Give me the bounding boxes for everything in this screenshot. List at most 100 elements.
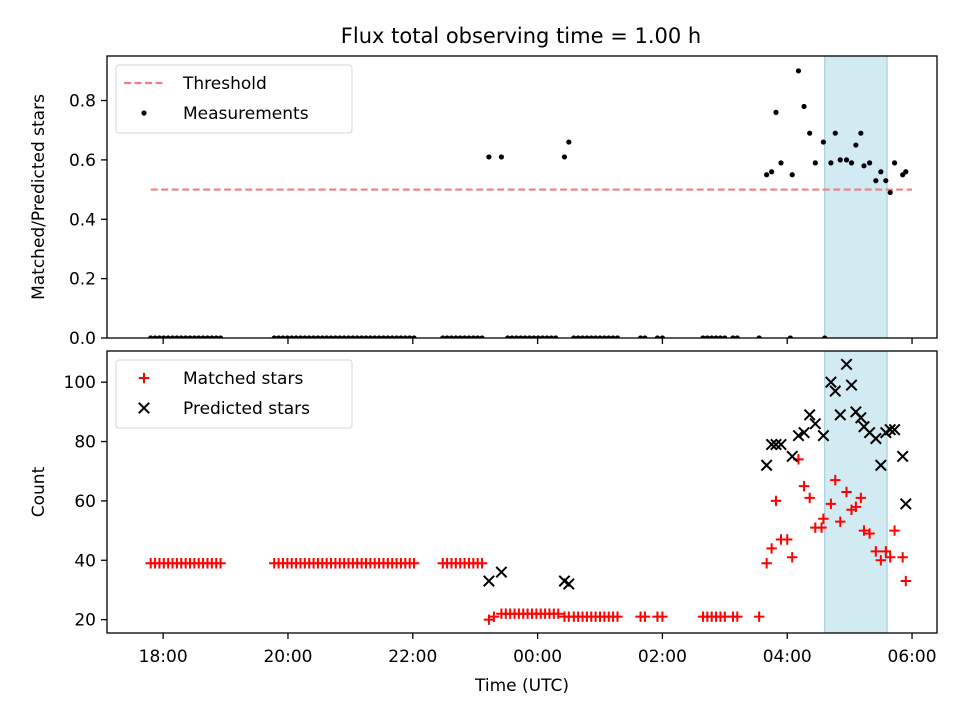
predicted-star-point: [874, 459, 887, 472]
predicted-star-point: [775, 438, 787, 451]
x-tick-label: 20:00: [263, 647, 312, 667]
predicted-star-point: [483, 575, 495, 587]
highlight-band: [824, 56, 888, 338]
x-tick-label: 02:00: [638, 647, 687, 667]
predicted-star-point: [786, 450, 799, 463]
axes-frame: [106, 55, 938, 339]
y-tick-label: 0.0: [69, 329, 96, 349]
matched-star-point: [900, 575, 911, 587]
measurement-point: [498, 154, 505, 160]
y-tick-label: 0.6: [69, 151, 96, 171]
predicted-star-point: [869, 432, 882, 445]
measurement-point: [867, 160, 873, 166]
legend: Threshold Measurements: [115, 64, 353, 134]
matched-star-point: [552, 608, 564, 619]
y-axis-label: Matched/Predicted stars: [29, 94, 49, 300]
measurement-point: [828, 160, 834, 166]
predicted-star-point: [825, 376, 837, 389]
matched-star-point: [870, 546, 882, 557]
matched-star-point: [858, 525, 870, 536]
x-tick-label: 06:00: [888, 647, 937, 667]
measurement-point: [903, 169, 909, 175]
measurement-point: [789, 172, 795, 178]
matched-star-point: [880, 546, 892, 557]
matched-star-point: [639, 611, 651, 622]
legend-matched-swatch: [138, 372, 150, 384]
matched-star-point: [884, 552, 896, 563]
measurement-point: [848, 160, 855, 166]
measurement-point: [764, 172, 770, 178]
matched-star-point: [408, 558, 420, 569]
legend-measurement-swatch: [141, 110, 147, 116]
x-tick-label: 22:00: [388, 647, 437, 667]
top-panel: 0.0 0.2 0.4 0.6 0.8 Matched/Predicted stars Th…: [29, 55, 938, 349]
measurement-point: [561, 154, 568, 160]
legend-label: Threshold: [182, 74, 267, 94]
measurement-point: [883, 178, 889, 184]
matched-star-point: [612, 611, 623, 622]
legend-box: [115, 64, 353, 134]
measurement-point: [853, 142, 859, 148]
y-tick-label: 0.8: [69, 92, 96, 112]
predicted-star-point: [765, 438, 778, 451]
highlight-band: [824, 351, 888, 633]
matched-star-point: [782, 534, 793, 545]
measurement-point: [820, 139, 827, 145]
predicted-star-point: [809, 417, 822, 430]
predicted-star-point: [896, 450, 909, 463]
matched-star-point: [766, 543, 777, 554]
legend-label: Matched stars: [183, 369, 303, 389]
matched-star-point: [761, 558, 772, 569]
matched-star-point: [488, 611, 500, 622]
predicted-star-point: [834, 408, 847, 421]
bottom-panel: 20 40 60 80 100 18:00 20:00 22:00 00:00 02:00 04:0…: [29, 350, 938, 696]
matched-star-point: [875, 555, 887, 566]
measurement-point: [843, 157, 850, 163]
matched-star-point: [841, 486, 852, 498]
matched-star-point: [804, 492, 815, 504]
predicted-star-point: [884, 423, 897, 436]
predicted-star-point: [829, 385, 842, 397]
plot-area: [145, 351, 912, 633]
measurement-point: [887, 189, 893, 196]
matched-star-point: [835, 516, 846, 527]
matched-star-point: [855, 492, 867, 504]
predicted-star-point: [840, 358, 853, 371]
matched-star-point: [850, 501, 862, 513]
predicted-star-point: [770, 438, 782, 451]
matched-star-point: [798, 480, 810, 492]
measurement-point: [812, 160, 818, 166]
matched-star-point: [818, 513, 829, 524]
matched-star-point: [897, 552, 908, 563]
y-tick-label: 100: [64, 373, 96, 393]
measurement-point: [795, 68, 802, 74]
predicted-star-point: [495, 566, 508, 579]
y-tick-label: 60: [74, 492, 96, 512]
axes-frame: [106, 350, 938, 634]
x-tick-label: 00:00: [513, 647, 562, 667]
matched-star-point: [657, 611, 668, 622]
predicted-star-point: [798, 426, 810, 439]
measurement-point: [861, 163, 867, 169]
matched-star-point: [476, 558, 488, 569]
y-axis-label: Count: [29, 466, 49, 517]
y-tick-label: 0.2: [69, 270, 96, 290]
predicted-star-point: [888, 423, 901, 436]
measurement-point: [566, 139, 572, 145]
x-tick-label: 04:00: [763, 647, 812, 667]
y-tick-label: 80: [74, 433, 96, 453]
matched-star-point: [830, 474, 841, 486]
matched-star-point: [732, 611, 743, 622]
measurement-point: [858, 130, 864, 136]
measurement-point: [486, 154, 492, 160]
measurement-point: [778, 160, 784, 166]
predicted-star-point: [899, 497, 912, 510]
measurement-point: [837, 157, 843, 163]
matched-star-point: [864, 528, 875, 539]
measurement-point: [832, 130, 838, 136]
measurement-point: [773, 109, 779, 115]
measurement-point: [891, 160, 898, 166]
y-tick-label: 0.4: [69, 210, 96, 230]
legend-label: Predicted stars: [183, 399, 310, 419]
